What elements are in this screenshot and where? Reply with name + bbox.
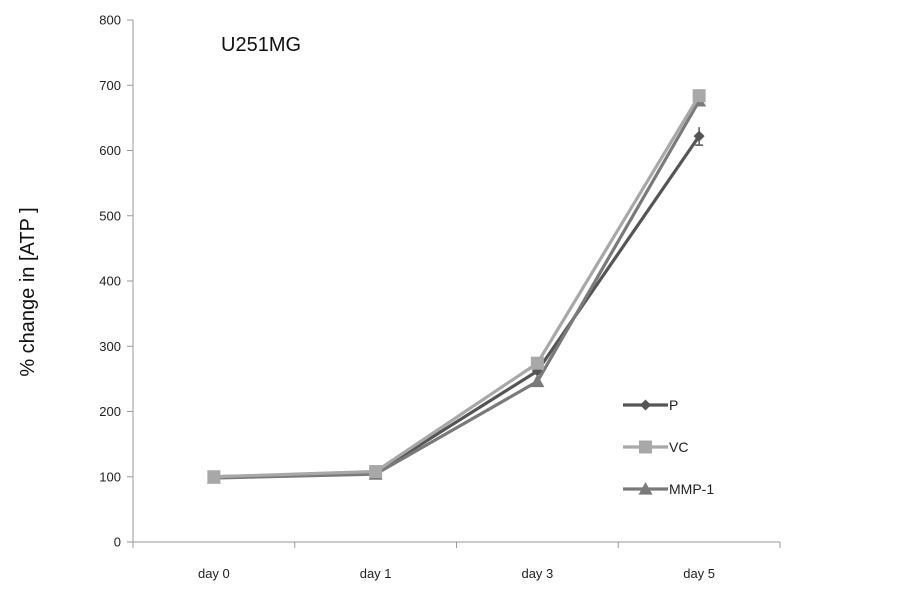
y-tick-label: 300 (99, 339, 121, 354)
y-tick-label: 200 (99, 404, 121, 419)
data-point (207, 470, 221, 484)
y-tick-label: 0 (114, 535, 121, 550)
series-vc (207, 89, 706, 484)
x-tick-label: day 5 (683, 566, 715, 581)
y-tick-label: 700 (99, 78, 121, 93)
chart-title: U251MG (221, 34, 301, 56)
legend-marker (639, 440, 652, 454)
series-mmp-1 (206, 93, 707, 484)
legend-item: P (623, 397, 678, 413)
legend-item: VC (623, 439, 688, 455)
data-point (369, 465, 383, 479)
series-line (213, 135, 701, 479)
legend-label: P (669, 397, 678, 413)
y-tick-label: 600 (99, 143, 121, 158)
axes: 0 100 200 300 400 500 600 700 800 day 0 day 1 day 3… (99, 13, 781, 581)
y-tick-label: 400 (99, 274, 121, 289)
legend-marker (638, 482, 653, 495)
legend-label: MMP-1 (669, 481, 714, 497)
data-point (530, 356, 544, 370)
y-tick-label: 100 (99, 469, 121, 484)
y-tick-label: 500 (99, 208, 121, 223)
legend-label: VC (669, 439, 688, 455)
series-line (213, 100, 701, 480)
y-tick-label: 800 (99, 13, 121, 28)
data-point (530, 374, 545, 388)
series-layer (206, 89, 707, 484)
legend-marker (640, 399, 651, 411)
series-line (213, 94, 701, 479)
x-tick-label: day 0 (198, 566, 230, 581)
x-tick-label: day 1 (360, 566, 392, 581)
y-axis-title: % change in [ATP ] (17, 207, 39, 376)
data-point (692, 89, 706, 103)
x-tick-label: day 3 (521, 566, 553, 581)
legend-item: MMP-1 (623, 481, 714, 497)
legend: P VC MMP-1 (623, 397, 714, 497)
